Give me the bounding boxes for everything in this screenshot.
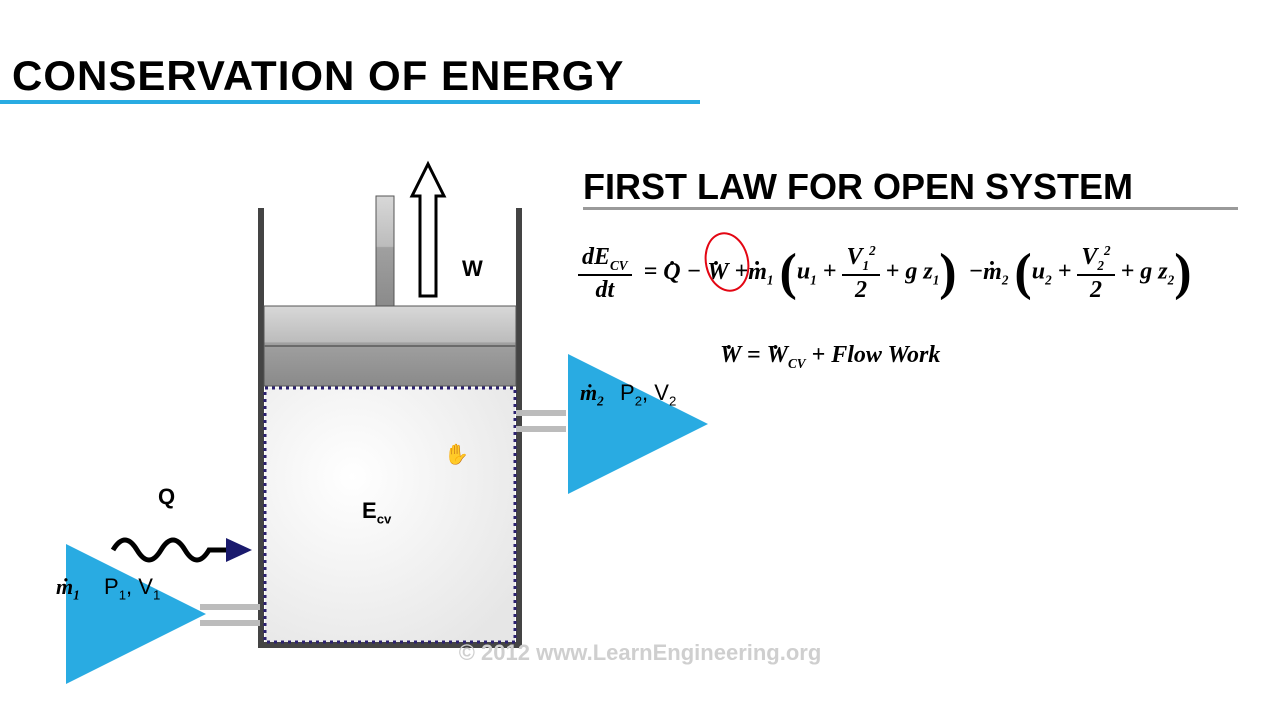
ecv-label: Ecv — [362, 498, 391, 526]
heat-label: Q — [158, 484, 175, 510]
inlet-state-label: P1, V1 — [104, 574, 160, 602]
control-volume-diagram — [0, 0, 1280, 720]
copyright-footer: © 2012 www.LearnEngineering.org — [0, 640, 1280, 666]
cursor-icon: ✋ — [444, 442, 469, 467]
outlet-state-label: P2, V2 — [620, 380, 676, 408]
m2-label: ṁ2 — [580, 380, 604, 409]
first-law-equation: dECV dt = Q − W +m1 (u1 + V122 + g z1) −… — [578, 244, 1192, 302]
work-label: W — [462, 256, 483, 282]
work-decomposition-equation: W = WCV + Flow Work — [720, 342, 940, 372]
m1-label: ṁ1 — [56, 574, 80, 603]
